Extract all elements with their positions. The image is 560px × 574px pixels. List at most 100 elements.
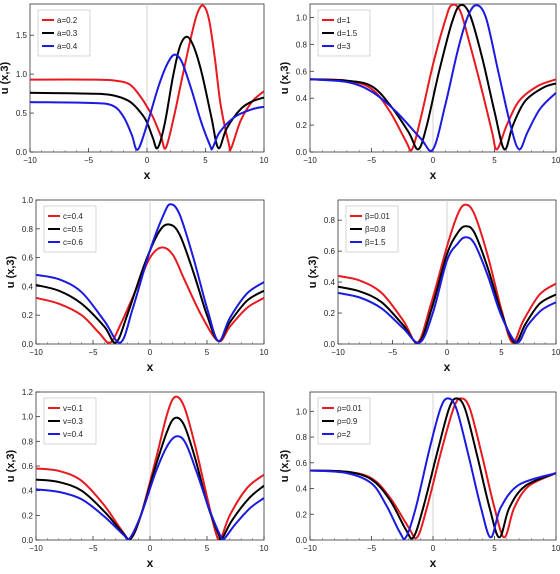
- x-tick-label: −10: [29, 544, 43, 553]
- y-tick-label: 0.6: [296, 459, 308, 468]
- y-tick-label: 1.0: [16, 70, 28, 79]
- legend-label: a=0.3: [57, 29, 78, 38]
- legend-label: v=0.3: [63, 417, 83, 426]
- y-tick-label: 1.5: [16, 31, 28, 40]
- chart-panel-6: −10 −5 0 5 10 0.0 0.2 0.4 0.6 0.8 1.0 x u (x,3) ρ=0.0…: [279, 391, 560, 570]
- y-axis-label: u (x,3): [279, 61, 291, 94]
- x-tick-label: −5: [388, 348, 398, 357]
- y-tick-label: 0.4: [22, 282, 34, 291]
- y-axis-label: u (x,3): [5, 449, 17, 482]
- y-tick-label: 0.0: [22, 536, 34, 545]
- x-axis-label: x: [430, 556, 437, 570]
- legend-label: v=0.1: [63, 404, 83, 413]
- series-line-1: [338, 203, 556, 344]
- legend-label: d=1.5: [337, 29, 358, 38]
- chart-panel-4: −10 −5 0 5 10 0.0 0.2 0.4 0.6 0.8 x u (x,3) β=0.01 β=…: [307, 199, 560, 374]
- legend-label: c=0.6: [63, 238, 83, 247]
- x-tick-label: 5: [203, 156, 208, 165]
- y-tick-label: 0.8: [22, 225, 34, 234]
- y-axis-label: u (x,3): [307, 255, 319, 288]
- x-tick-label: −10: [331, 348, 345, 357]
- chart-panel-2: −10 −5 0 5 10 0.0 0.2 0.4 0.6 0.8 1.0 x u (x,3) d=1 d=…: [279, 3, 560, 182]
- y-tick-label: 0.8: [296, 40, 308, 49]
- x-tick-label: 5: [499, 348, 504, 357]
- y-tick-label: 0.0: [324, 340, 336, 349]
- series-line-3: [36, 203, 264, 344]
- x-tick-label: −5: [84, 156, 94, 165]
- x-tick-label: −5: [88, 544, 98, 553]
- x-tick-label: 10: [260, 348, 269, 357]
- x-tick-label: −10: [303, 156, 317, 165]
- legend-label: d=3: [337, 42, 351, 51]
- x-tick-label: 5: [205, 544, 210, 553]
- y-tick-label: 1.2: [22, 388, 34, 397]
- x-tick-label: 5: [492, 544, 497, 553]
- y-axis-label: u (x,3): [279, 449, 291, 482]
- x-tick-label: 10: [260, 544, 269, 553]
- legend-label: v=0.4: [63, 430, 83, 439]
- y-tick-label: 0.4: [22, 487, 34, 496]
- legend-label: ρ=0.9: [337, 417, 358, 426]
- x-tick-label: 0: [145, 156, 150, 165]
- x-tick-label: −10: [29, 348, 43, 357]
- x-axis-label: x: [430, 168, 437, 182]
- y-tick-label: 1.0: [296, 407, 308, 416]
- x-tick-label: 0: [445, 348, 450, 357]
- legend-label: β=1.5: [365, 238, 386, 247]
- legend-label: c=0.5: [63, 225, 83, 234]
- series-line-2: [310, 397, 556, 540]
- x-tick-label: −5: [367, 156, 377, 165]
- y-tick-label: 0.2: [324, 309, 336, 318]
- y-tick-label: 1.0: [22, 196, 34, 205]
- x-axis-label: x: [144, 168, 151, 182]
- y-tick-label: 1.0: [296, 13, 308, 22]
- legend-label: ρ=0.01: [337, 404, 362, 413]
- series-line-1: [310, 4, 556, 152]
- y-tick-label: 0.6: [22, 462, 34, 471]
- chart-panel-5: −10 −5 0 5 10 0.0 0.2 0.4 0.6 0.8 1.0 1.2 x u (x,3) v=…: [5, 388, 269, 570]
- y-tick-label: 0.0: [16, 148, 28, 157]
- y-tick-label: 0.4: [296, 485, 308, 494]
- y-tick-label: 0.8: [22, 437, 34, 446]
- y-tick-label: 0.2: [296, 121, 308, 130]
- x-axis-label: x: [444, 360, 451, 374]
- x-axis-label: x: [147, 556, 154, 570]
- series-line-3: [338, 236, 556, 344]
- x-tick-label: 10: [552, 348, 560, 357]
- series-line-2: [310, 4, 556, 151]
- legend-label: c=0.4: [63, 212, 83, 221]
- y-tick-label: 0.6: [296, 67, 308, 76]
- legend-label: a=0.4: [57, 42, 78, 51]
- x-tick-label: 10: [552, 156, 560, 165]
- chart-panel-3: −10 −5 0 5 10 0.0 0.2 0.4 0.6 0.8 1.0 x u (x,3) c=0.4…: [5, 196, 269, 374]
- series-line-2: [338, 225, 556, 344]
- x-axis-label: x: [147, 360, 154, 374]
- series-line-3: [30, 53, 264, 151]
- legend-label: β=0.8: [365, 225, 386, 234]
- y-tick-label: 0.2: [296, 510, 308, 519]
- x-tick-label: 10: [552, 544, 560, 553]
- y-tick-label: 0.6: [22, 254, 34, 263]
- x-tick-label: 0: [431, 544, 436, 553]
- x-tick-label: 0: [148, 544, 153, 553]
- y-tick-label: 0.4: [296, 94, 308, 103]
- series-line-1: [310, 397, 556, 540]
- x-tick-label: 0: [148, 348, 153, 357]
- x-tick-label: 0: [431, 156, 436, 165]
- y-tick-label: 1.0: [22, 413, 34, 422]
- y-tick-label: 0.6: [324, 247, 336, 256]
- y-axis-label: u (x,3): [0, 61, 11, 94]
- x-tick-label: 5: [205, 348, 210, 357]
- y-tick-label: 0.2: [22, 311, 34, 320]
- legend-label: β=0.01: [365, 212, 390, 221]
- series-line-1: [30, 4, 264, 152]
- y-tick-label: 0.5: [16, 109, 28, 118]
- legend-label: d=1: [337, 16, 351, 25]
- chart-panel-1: −10 −5 0 5 10 0.0 0.5 1.0 1.5 x u (x,3) a=0.2 a=0.3 a…: [0, 3, 269, 182]
- y-tick-label: 0.0: [296, 148, 308, 157]
- y-tick-label: 0.8: [296, 433, 308, 442]
- y-tick-label: 0.0: [296, 536, 308, 545]
- series-line-1: [36, 246, 264, 344]
- legend-label: a=0.2: [57, 16, 78, 25]
